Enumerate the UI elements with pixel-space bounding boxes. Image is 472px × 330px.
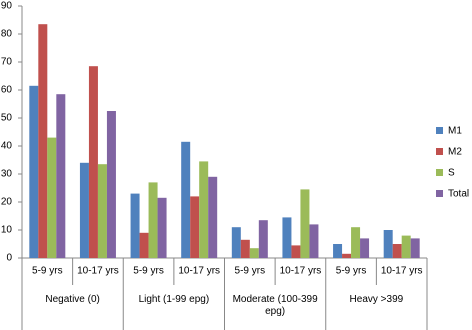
x-tick-label: 5-9 yrs <box>336 266 367 277</box>
bar <box>282 217 292 258</box>
y-tick-label: 40 <box>1 141 13 152</box>
bar <box>139 232 149 258</box>
legend-swatch <box>436 190 443 197</box>
y-tick-label: 60 <box>1 85 13 96</box>
bar <box>333 244 343 258</box>
bar <box>249 248 259 258</box>
bar <box>157 197 167 258</box>
bar <box>130 193 140 258</box>
bar <box>181 141 191 258</box>
y-tick-label: 30 <box>1 169 13 180</box>
bar <box>401 235 411 258</box>
x-tick-label: 5-9 yrs <box>133 266 164 277</box>
group-label: Moderate (100-399 epg) <box>232 294 318 317</box>
bar <box>38 24 48 259</box>
group-label: Light (1-99 epg) <box>138 294 210 305</box>
group-label: Negative (0) <box>45 294 100 305</box>
legend-swatch <box>436 148 443 155</box>
x-tick-label: 5-9 yrs <box>32 266 63 277</box>
bar <box>231 227 241 258</box>
bar <box>392 244 402 258</box>
legend-label: S <box>448 168 455 179</box>
bar <box>106 111 116 258</box>
bar <box>190 196 200 258</box>
y-tick-label: 80 <box>1 29 13 40</box>
x-tick-label: 10-17 yrs <box>381 266 423 277</box>
y-tick-label: 50 <box>1 113 13 124</box>
legend-label: M2 <box>448 147 462 158</box>
y-tick-label: 10 <box>1 225 13 236</box>
legend-label: M1 <box>448 126 462 137</box>
bar <box>208 176 218 258</box>
group-label: Heavy >399 <box>349 294 404 305</box>
bar <box>56 94 66 258</box>
legend-label: Total <box>448 189 469 200</box>
bar <box>29 85 39 258</box>
y-tick-label: 0 <box>6 253 12 264</box>
bar <box>97 164 107 258</box>
bar <box>309 224 319 258</box>
bar <box>79 162 89 258</box>
legend-swatch <box>436 169 443 176</box>
bar <box>410 238 420 258</box>
y-tick-label: 70 <box>1 57 13 68</box>
x-tick-label: 10-17 yrs <box>178 266 220 277</box>
y-tick-label: 20 <box>1 197 13 208</box>
bar <box>258 220 268 258</box>
bar <box>88 66 98 258</box>
bar <box>300 189 310 258</box>
y-tick-label: 90 <box>1 1 13 12</box>
x-tick-label: 10-17 yrs <box>77 266 119 277</box>
bar <box>199 161 209 258</box>
bar <box>383 230 393 258</box>
x-tick-label: 10-17 yrs <box>280 266 322 277</box>
legend-swatch <box>436 127 443 134</box>
bar <box>240 239 250 258</box>
bar <box>351 227 361 258</box>
bar <box>47 137 57 258</box>
bar <box>291 245 301 258</box>
bar <box>342 253 352 258</box>
x-tick-label: 5-9 yrs <box>235 266 266 277</box>
bar <box>360 238 370 258</box>
bar <box>148 182 158 258</box>
